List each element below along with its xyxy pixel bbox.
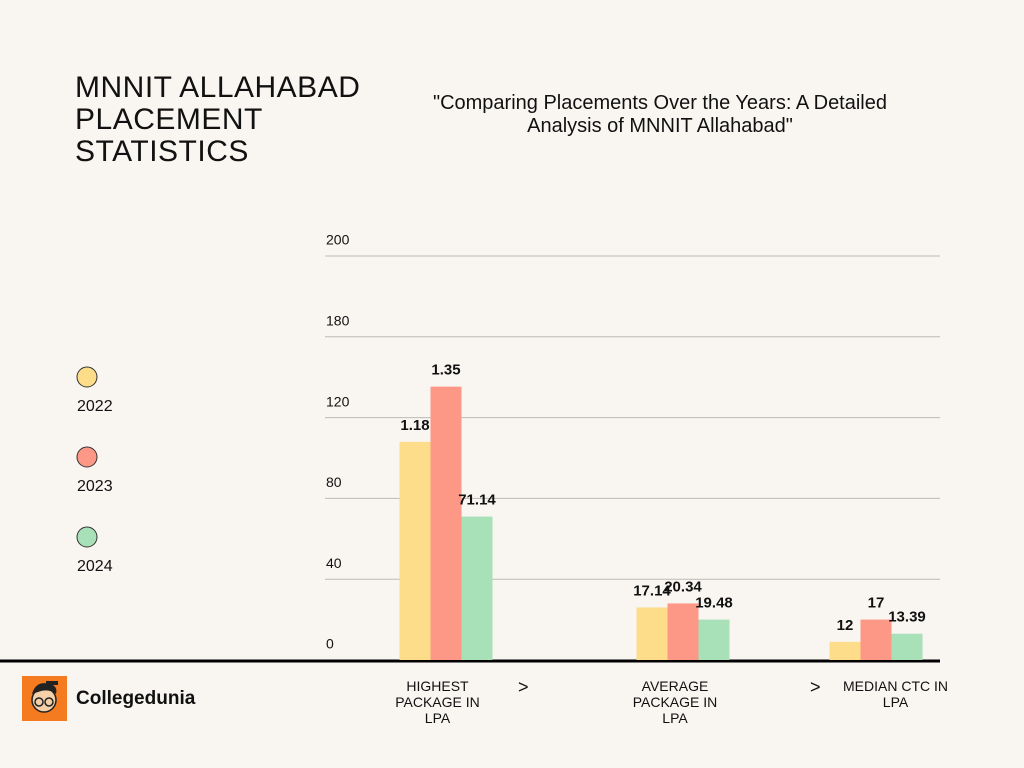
data-label: 13.39 <box>888 609 926 626</box>
bar <box>636 607 668 660</box>
data-label: 20.34 <box>664 578 702 595</box>
legend-label: 2023 <box>77 478 113 495</box>
bar <box>829 641 861 660</box>
bar <box>891 633 923 660</box>
bar <box>430 386 462 660</box>
x-tick-label: AVERAGE PACKAGE IN LPA <box>632 678 718 726</box>
y-tick-label: 40 <box>326 555 342 571</box>
y-tick-label: 200 <box>326 232 350 248</box>
legend-marker <box>76 446 98 468</box>
legend-label: 2022 <box>77 398 113 415</box>
data-label: 19.48 <box>695 595 733 612</box>
data-label: 1.35 <box>431 362 460 379</box>
chart-title: MNNIT ALLAHABAD PLACEMENT STATISTICS <box>75 71 361 168</box>
data-label: 12 <box>837 617 854 634</box>
brand-name: Collegedunia <box>76 688 196 709</box>
bar <box>860 619 892 660</box>
y-tick-label: 120 <box>326 393 350 409</box>
legend-marker <box>76 366 98 388</box>
data-label: 1.18 <box>400 417 429 434</box>
y-tick-label: 80 <box>326 474 342 490</box>
x-tick-label: MEDIAN CTC IN LPA <box>843 678 948 710</box>
y-tick-label: 180 <box>326 313 350 329</box>
bar <box>667 603 699 660</box>
arrow-icon: > <box>810 677 821 697</box>
x-tick-label: HIGHEST PACKAGE IN LPA <box>395 678 480 726</box>
data-label: 17.14 <box>633 582 671 599</box>
data-label: 17 <box>868 595 885 612</box>
bar <box>461 516 493 660</box>
bar <box>698 619 730 660</box>
legend-label: 2024 <box>77 558 113 575</box>
logo <box>22 676 67 721</box>
chart-subtitle: "Comparing Placements Over the Years: A … <box>432 92 887 137</box>
bar <box>399 441 431 660</box>
arrow-icon: > <box>518 677 529 697</box>
y-tick-label: 0 <box>326 636 334 652</box>
legend-marker <box>76 526 98 548</box>
data-label: 71.14 <box>458 492 496 509</box>
